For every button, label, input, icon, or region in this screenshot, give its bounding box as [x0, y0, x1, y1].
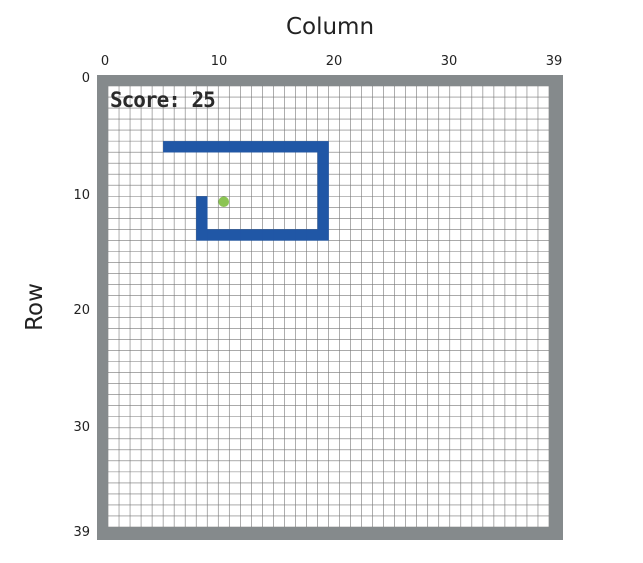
- column-tick-label: 30: [440, 54, 458, 69]
- snake-segment: [262, 229, 274, 241]
- game-board: [97, 75, 563, 540]
- row-tick-label: 39: [73, 525, 90, 540]
- snake-segment: [251, 141, 263, 153]
- snake-segment: [218, 229, 230, 241]
- snake-segment: [196, 229, 208, 241]
- snake-segment: [174, 141, 186, 153]
- grid-canvas: [108, 86, 549, 527]
- snake-segment: [229, 229, 241, 241]
- snake-segment: [273, 141, 285, 153]
- snake-segment: [262, 141, 274, 153]
- snake-segment: [251, 229, 263, 241]
- snake-segment: [317, 207, 329, 219]
- snake-segment: [317, 174, 329, 186]
- snake-segment: [317, 185, 329, 197]
- row-tick-label: 30: [73, 420, 90, 435]
- snake-segment: [240, 229, 252, 241]
- snake-segment: [163, 141, 175, 153]
- snake-segment: [207, 141, 219, 153]
- row-tick-label: 20: [73, 303, 90, 318]
- snake-segment: [317, 141, 329, 153]
- row-tick-label: 0: [81, 71, 90, 86]
- snake-segment: [317, 196, 329, 208]
- snake-segment: [284, 141, 296, 153]
- snake-segment: [306, 229, 318, 241]
- row-tick-label: 10: [73, 188, 90, 203]
- snake-segment: [306, 141, 318, 153]
- snake-segment: [284, 229, 296, 241]
- snake-segment: [229, 141, 241, 153]
- snake-segment: [317, 152, 329, 164]
- snake-segment: [196, 218, 208, 230]
- snake-segment: [317, 229, 329, 241]
- row-axis-title: Row: [22, 283, 48, 331]
- snake-segment: [317, 163, 329, 175]
- snake-segment: [185, 141, 197, 153]
- column-tick-label: 10: [210, 54, 228, 69]
- snake-segment: [207, 229, 219, 241]
- column-axis-title: Column: [285, 14, 375, 40]
- game-grid: [108, 86, 549, 527]
- column-tick-label: 20: [325, 54, 343, 69]
- column-tick-label: 0: [100, 54, 110, 69]
- snake-segment: [295, 229, 307, 241]
- snake-segment: [273, 229, 285, 241]
- food-pellet: [218, 196, 230, 208]
- snake-segment: [196, 196, 208, 208]
- snake-segment: [218, 141, 230, 153]
- snake-segment: [295, 141, 307, 153]
- score-display: Score: 25: [110, 88, 216, 112]
- snake-segment: [196, 207, 208, 219]
- snake-segment: [196, 141, 208, 153]
- column-tick-label: 39: [545, 54, 563, 69]
- snake-segment: [317, 218, 329, 230]
- snake-segment: [240, 141, 252, 153]
